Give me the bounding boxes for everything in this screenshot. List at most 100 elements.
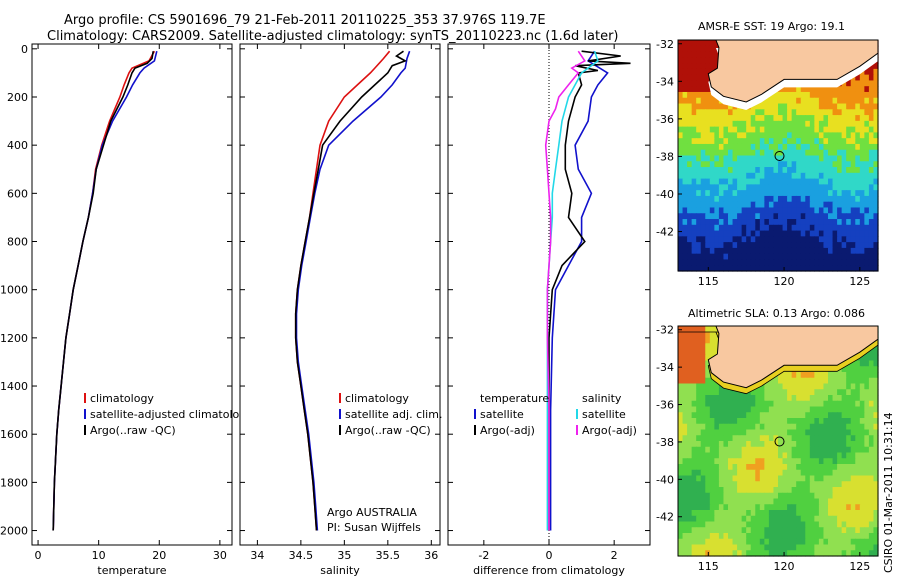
map-grid-cell xyxy=(737,138,743,145)
map-grid-cell xyxy=(846,435,852,442)
map-grid-cell xyxy=(850,143,856,151)
map-grid-cell xyxy=(705,201,711,209)
map-grid-cell xyxy=(705,487,711,494)
map-grid-cell xyxy=(696,45,702,53)
map-grid-cell xyxy=(846,527,852,534)
map-grid-cell xyxy=(782,86,788,93)
map-grid-cell xyxy=(728,213,734,220)
map-grid-cell xyxy=(873,360,879,367)
map-grid-cell xyxy=(687,533,693,540)
map-grid-cell xyxy=(782,510,788,517)
map-grid-cell xyxy=(773,452,779,459)
map-grid-cell xyxy=(709,178,715,185)
map-grid-cell xyxy=(868,481,875,488)
map-grid-cell xyxy=(873,97,879,105)
map-grid-cell xyxy=(678,178,684,185)
map-grid-cell xyxy=(855,492,861,500)
map-grid-cell xyxy=(705,469,711,477)
map-grid-cell xyxy=(805,412,811,419)
map-grid-cell xyxy=(737,265,743,272)
map-grid-cell xyxy=(705,178,711,185)
map-grid-cell xyxy=(864,406,870,413)
x-tick-label: 115 xyxy=(698,275,719,288)
map-grid-cell xyxy=(705,161,711,168)
map-grid-cell xyxy=(818,253,825,261)
map-grid-cell xyxy=(687,492,693,500)
map-grid-cell xyxy=(864,97,870,105)
map-grid-cell xyxy=(864,224,870,232)
map-grid-cell xyxy=(728,429,734,436)
map-grid-cell xyxy=(805,544,811,551)
map-grid-cell xyxy=(696,155,702,162)
map-grid-cell xyxy=(746,458,752,465)
map-grid-cell xyxy=(809,527,815,534)
map-grid-cell xyxy=(796,527,802,534)
map-grid-cell xyxy=(837,190,843,197)
map-grid-cell xyxy=(759,190,765,197)
map-grid-cell xyxy=(700,236,706,243)
map-grid-cell xyxy=(746,219,752,226)
map-grid-cell xyxy=(846,515,852,523)
map-grid-cell xyxy=(759,504,765,511)
map-grid-cell xyxy=(823,400,829,408)
map-grid-cell xyxy=(773,201,779,209)
map-grid-cell xyxy=(705,400,711,408)
x-tick-label: 125 xyxy=(849,560,870,573)
map-grid-cell xyxy=(678,80,684,87)
map-grid-cell xyxy=(768,265,775,272)
map-grid-cell xyxy=(700,51,706,58)
map-grid-cell xyxy=(755,242,761,249)
map-grid-cell xyxy=(841,236,847,243)
map-grid-cell xyxy=(855,395,861,402)
map-grid-cell xyxy=(778,521,784,528)
map-grid-cell xyxy=(741,504,747,511)
map-grid-cell xyxy=(864,230,870,237)
map-grid-cell xyxy=(696,377,702,385)
map-grid-cell xyxy=(718,458,725,465)
map-grid-cell xyxy=(768,97,775,105)
map-grid-cell xyxy=(687,63,693,70)
map-grid-cell xyxy=(700,86,706,93)
map-grid-cell xyxy=(759,149,765,157)
map-grid-cell xyxy=(700,412,706,419)
map-grid-cell xyxy=(696,515,702,523)
legend-title-temperature: temperature xyxy=(480,392,549,405)
map-grid-cell xyxy=(773,544,779,551)
map-grid-cell xyxy=(714,446,720,454)
map-grid-cell xyxy=(746,475,752,482)
map-grid-cell xyxy=(682,343,688,350)
map-grid-cell xyxy=(841,242,847,249)
map-grid-cell xyxy=(796,149,802,157)
map-grid-cell xyxy=(682,377,688,385)
map-grid-cell xyxy=(764,406,770,413)
map-grid-cell xyxy=(705,259,711,266)
map-grid-cell xyxy=(818,533,825,540)
map-grid-cell xyxy=(768,103,775,110)
series-line-salinity-argo-adj- xyxy=(544,50,586,531)
map-grid-cell xyxy=(723,458,729,465)
map-grid-cell xyxy=(755,469,761,477)
map-grid-cell xyxy=(873,464,879,471)
map-grid-cell xyxy=(700,429,706,436)
map-grid-cell xyxy=(814,91,820,99)
map-grid-cell xyxy=(778,224,784,232)
map-grid-cell xyxy=(759,265,765,272)
map-grid-cell xyxy=(864,550,870,557)
map-grid-cell xyxy=(723,400,729,408)
map-grid-cell xyxy=(732,510,738,517)
map-grid-cell xyxy=(728,126,734,134)
map-grid-cell xyxy=(714,259,720,266)
map-grid-cell xyxy=(700,195,706,203)
map-grid-cell xyxy=(705,80,711,87)
map-grid-cell xyxy=(814,219,820,226)
map-grid-cell xyxy=(818,372,825,379)
map-grid-cell xyxy=(737,201,743,209)
map-grid-cell xyxy=(709,230,715,237)
map-grid-cell xyxy=(787,161,793,168)
map-grid-cell xyxy=(700,389,706,396)
map-grid-cell xyxy=(750,265,756,272)
map-grid-cell xyxy=(678,201,684,209)
map-grid-cell xyxy=(691,236,697,243)
map-grid-cell xyxy=(682,446,688,454)
map-grid-cell xyxy=(782,435,788,442)
